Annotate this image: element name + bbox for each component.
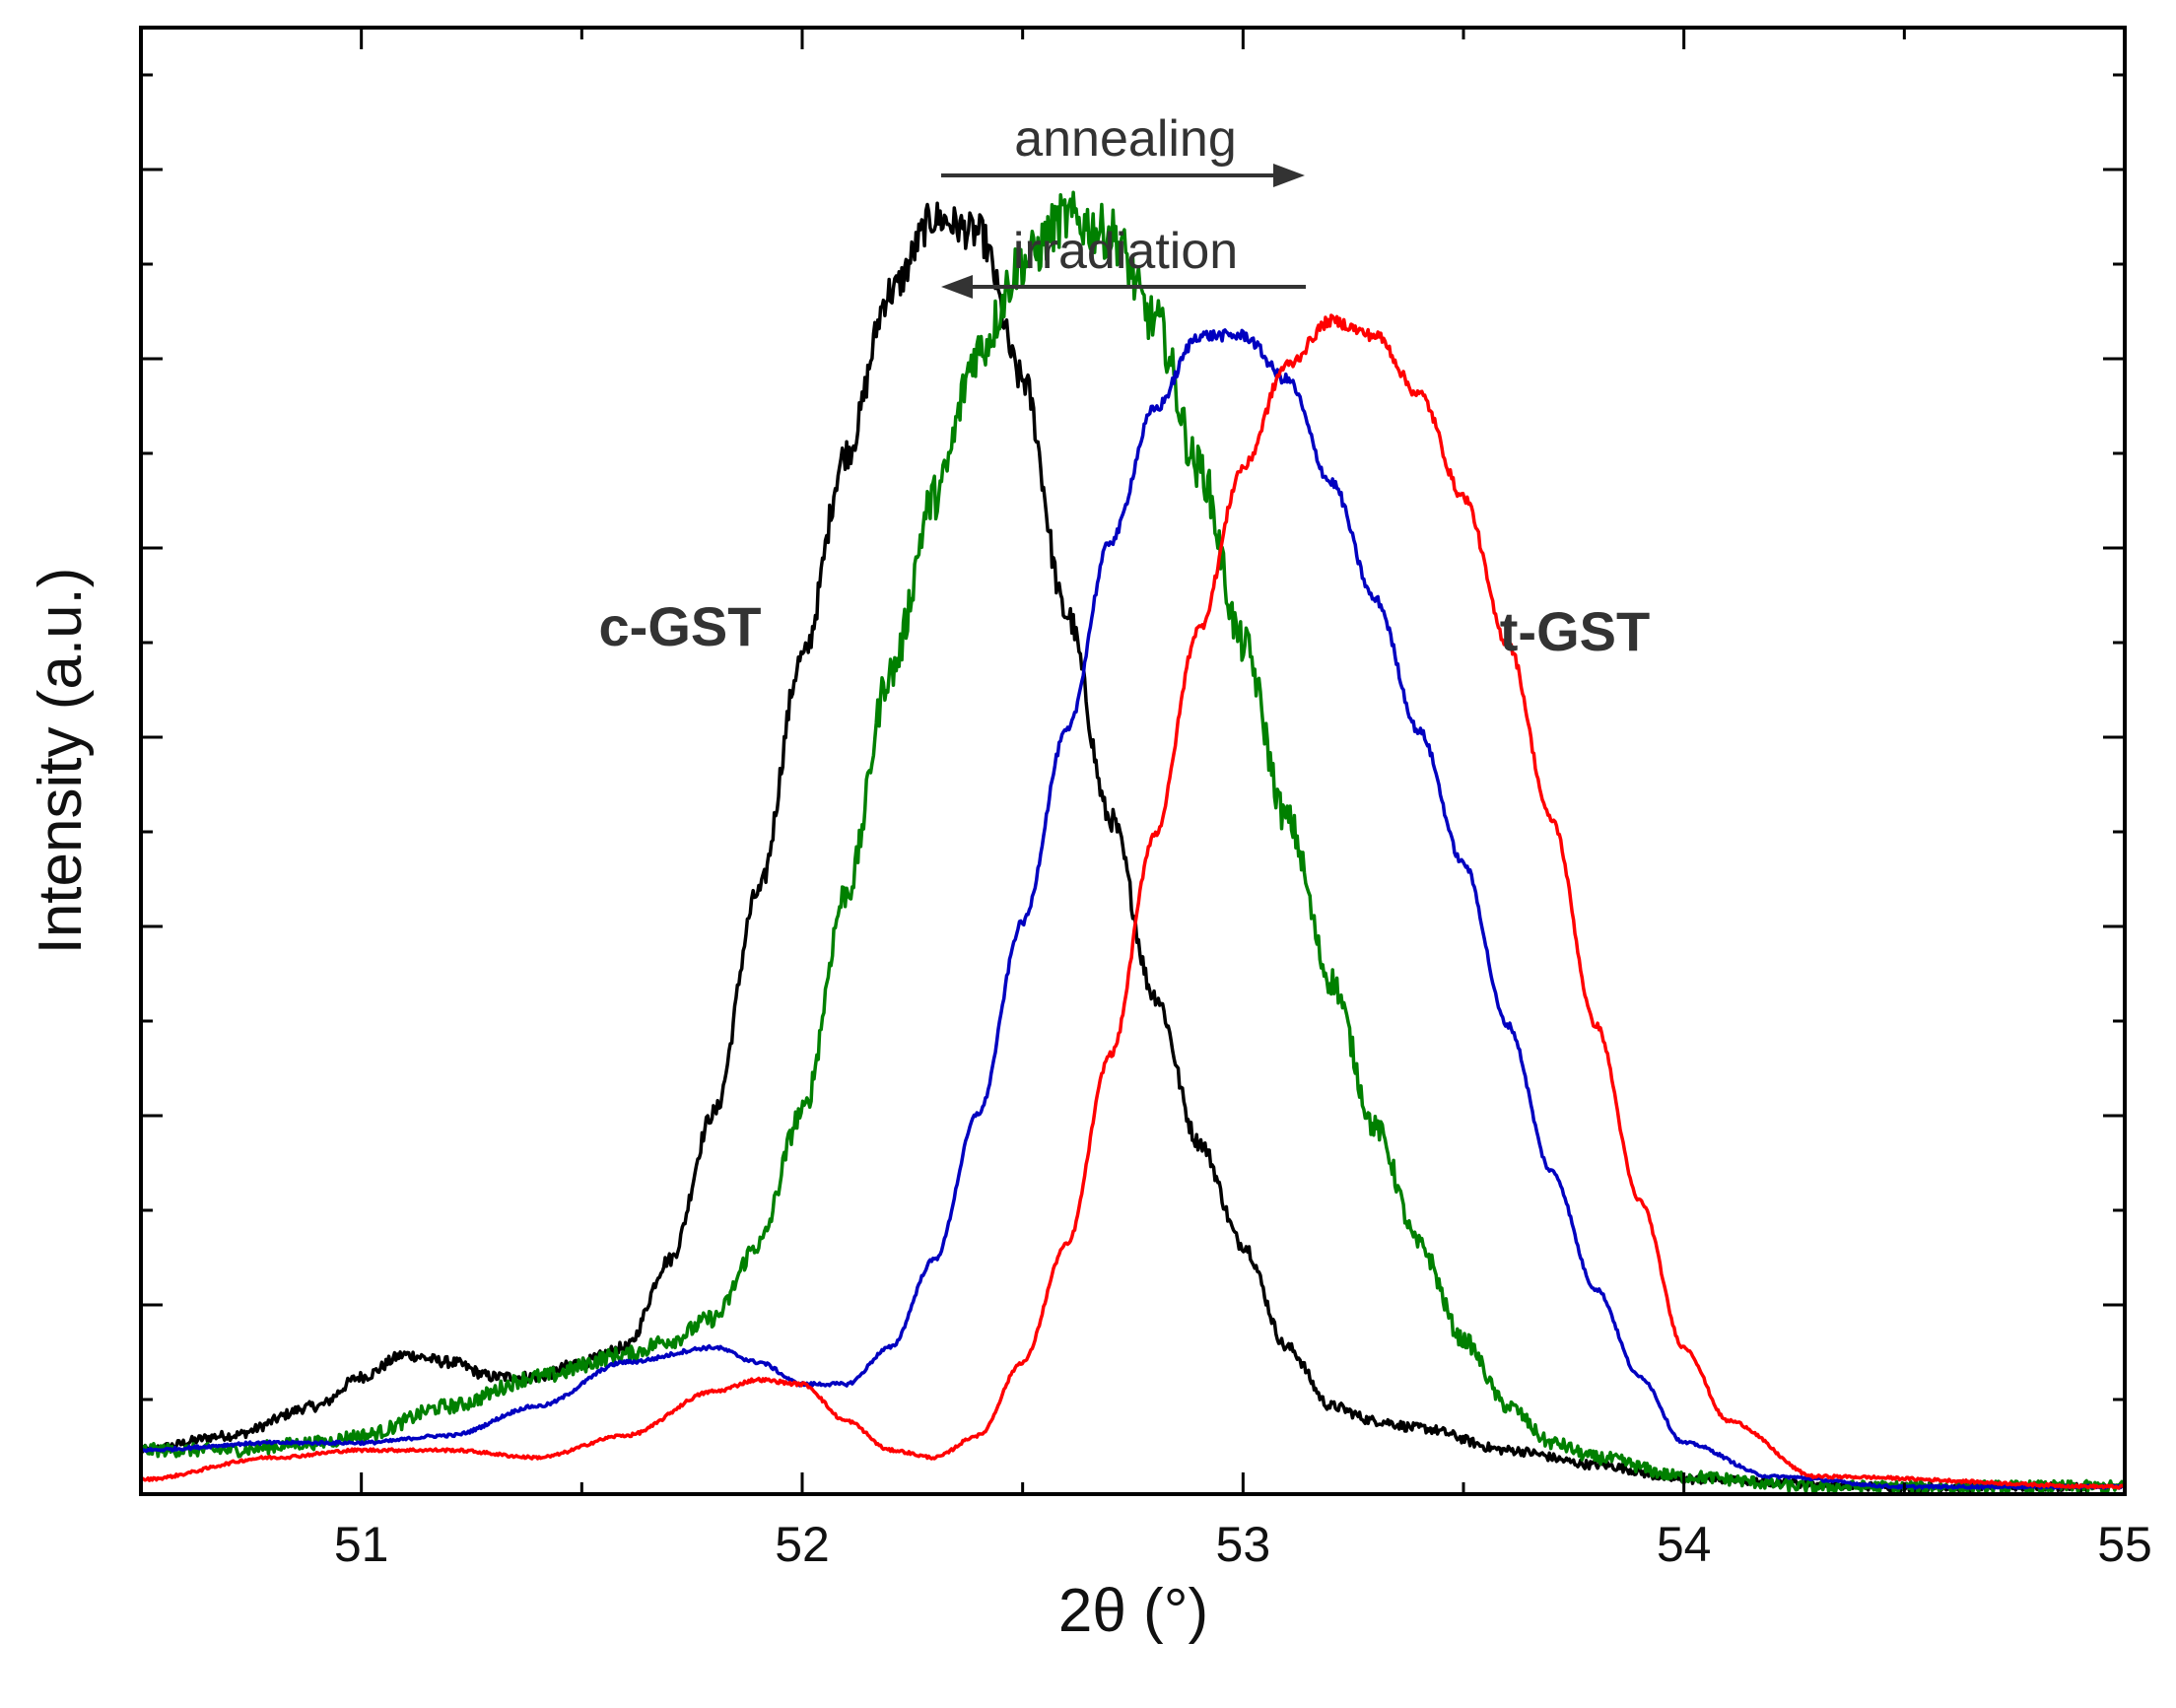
- irradiation-label: irradiation: [1013, 223, 1238, 280]
- series-line-1: [139, 190, 2127, 1495]
- x-tick-label: 52: [775, 1517, 830, 1572]
- annealing-annotation: annealing: [941, 110, 1305, 187]
- series-layer: [139, 190, 2127, 1495]
- irradiation-annotation: irradiation: [941, 223, 1306, 299]
- x-tick-label: 55: [2097, 1517, 2152, 1572]
- annealing-arrowhead-icon: [1273, 164, 1305, 187]
- x-tick-label: 51: [334, 1517, 389, 1572]
- tick-layer: 51 52 53 54 55: [141, 28, 2152, 1572]
- annealing-label: annealing: [1014, 110, 1237, 168]
- series-line-3: [139, 313, 2126, 1490]
- x-axis-title: 2θ (°): [1058, 1577, 1208, 1645]
- x-tick-label: 54: [1657, 1517, 1712, 1572]
- c-gst-label: c-GST: [599, 595, 762, 657]
- series-line-0: [139, 201, 2126, 1493]
- y-axis-title: Intensity (a.u.): [27, 568, 95, 955]
- x-tick-label: 53: [1216, 1517, 1271, 1572]
- irradiation-arrowhead-icon: [941, 275, 973, 299]
- t-gst-label: t-GST: [1500, 600, 1650, 662]
- plot-frame: [139, 26, 2127, 1496]
- series-line-2: [140, 328, 2127, 1490]
